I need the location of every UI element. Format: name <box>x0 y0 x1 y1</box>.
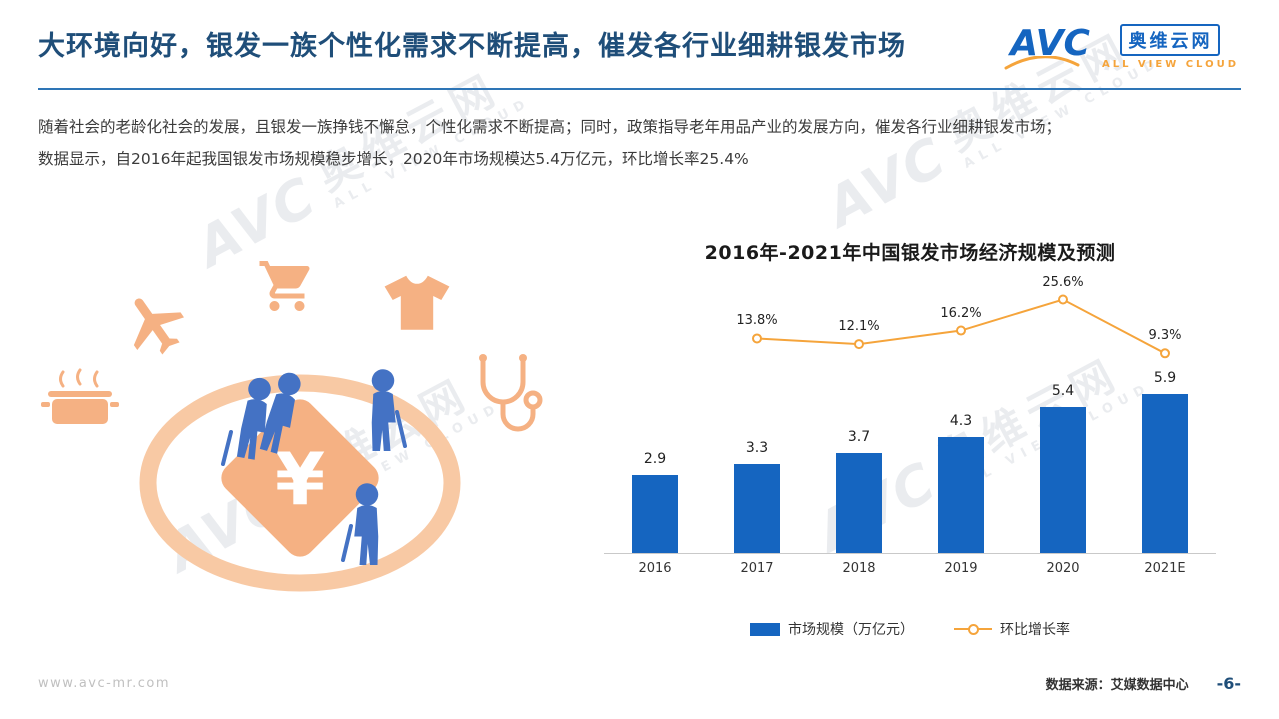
tshirt-icon <box>384 275 450 330</box>
x-axis-label: 2018 <box>842 561 876 576</box>
avc-logo-swoosh-icon <box>1004 56 1080 70</box>
legend-line-label: 环比增长率 <box>1000 622 1070 638</box>
x-axis-label: 2021E <box>1144 561 1186 576</box>
growth-rate-label: 25.6% <box>1042 274 1084 290</box>
growth-rate-label: 12.1% <box>838 319 880 335</box>
footer: www.avc-mr.com 数据来源：艾媒数据中心 -6- <box>38 674 1241 693</box>
money-symbol: ¥ <box>221 399 379 557</box>
silver-market-illustration: ¥ <box>41 260 543 592</box>
growth-rate-label: 16.2% <box>940 305 982 321</box>
line-marker <box>1160 348 1170 359</box>
avc-logo-name: 奥维云网 <box>1120 24 1221 56</box>
chart-legend: 市场规模（万亿元） 环比增长率 <box>600 619 1220 639</box>
line-marker <box>752 333 762 344</box>
header-divider <box>38 88 1241 90</box>
avc-logo-mark: AVC <box>1004 26 1090 70</box>
airplane-icon <box>133 298 185 355</box>
legend-bar-swatch-icon <box>750 622 780 636</box>
walking-cane <box>341 524 353 562</box>
avc-logo: AVC 奥维云网 ALL VIEW CLOUD <box>1004 24 1239 70</box>
growth-rate-label: 13.8% <box>736 313 778 329</box>
growth-rate-label: 9.3% <box>1148 328 1182 344</box>
bar-value-label: 5.4 <box>1051 383 1075 399</box>
legend-line-swatch-icon <box>954 623 992 635</box>
bar-value-label: 3.3 <box>745 440 769 456</box>
avc-logo-tagline: ALL VIEW CLOUD <box>1101 59 1239 70</box>
x-axis-label: 2016 <box>638 561 672 576</box>
line-marker <box>956 325 966 336</box>
x-axis-label: 2020 <box>1046 561 1080 576</box>
bar-value-label: 3.7 <box>847 429 871 445</box>
page-number: -6- <box>1216 674 1241 693</box>
stethoscope-icon <box>479 354 543 432</box>
growth-rate-line <box>752 294 1170 359</box>
legend-item-growth-rate: 环比增长率 <box>954 619 1070 639</box>
svg-text:¥: ¥ <box>275 437 325 521</box>
chart-plot: 2.9 2016 3.3 2017 3.7 2018 4.3 2019 5.4 2020 5.9 20… <box>604 275 1216 581</box>
line-marker <box>1058 294 1068 305</box>
bar <box>1040 407 1086 553</box>
walking-cane <box>395 410 407 448</box>
shopping-cart-icon <box>259 260 310 311</box>
x-axis <box>604 553 1216 554</box>
bar <box>1142 394 1188 553</box>
chart-title: 2016年-2021年中国银发市场经济规模及预测 <box>704 242 1116 264</box>
bar <box>836 453 882 553</box>
bar-value-label: 5.9 <box>1153 370 1177 386</box>
bar <box>938 437 984 553</box>
bar-value-label: 2.9 <box>643 451 667 467</box>
market-chart: 2016年-2021年中国银发市场经济规模及预测 2.9 2016 3.3 2017 3… <box>600 238 1220 639</box>
legend-item-market-size: 市场规模（万亿元） <box>750 619 914 639</box>
cooking-pot-icon <box>41 368 119 424</box>
intro-line-1: 随着社会的老龄化社会的发展，且银发一族挣钱不懈怠，个性化需求不断提高；同时，政策… <box>38 118 1062 136</box>
footer-website: www.avc-mr.com <box>38 676 171 691</box>
intro-paragraph: 随着社会的老龄化社会的发展，且银发一族挣钱不懈怠，个性化需求不断提高；同时，政策… <box>38 112 1241 176</box>
x-axis-label: 2017 <box>740 561 774 576</box>
walking-cane <box>221 430 233 466</box>
bar <box>632 475 678 553</box>
x-axis-label: 2019 <box>944 561 978 576</box>
footer-data-source: 数据来源：艾媒数据中心 <box>1045 678 1189 693</box>
bar-value-label: 4.3 <box>949 413 973 429</box>
page-title: 大环境向好，银发一族个性化需求不断提高，催发各行业细耕银发市场 <box>38 31 906 62</box>
intro-line-2: 数据显示，自2016年起我国银发市场规模稳步增长，2020年市场规模达5.4万亿… <box>38 149 749 168</box>
elderly-people-figures <box>221 369 407 565</box>
line-marker <box>854 339 864 350</box>
legend-bar-label: 市场规模（万亿元） <box>788 622 914 638</box>
bar <box>734 464 780 553</box>
